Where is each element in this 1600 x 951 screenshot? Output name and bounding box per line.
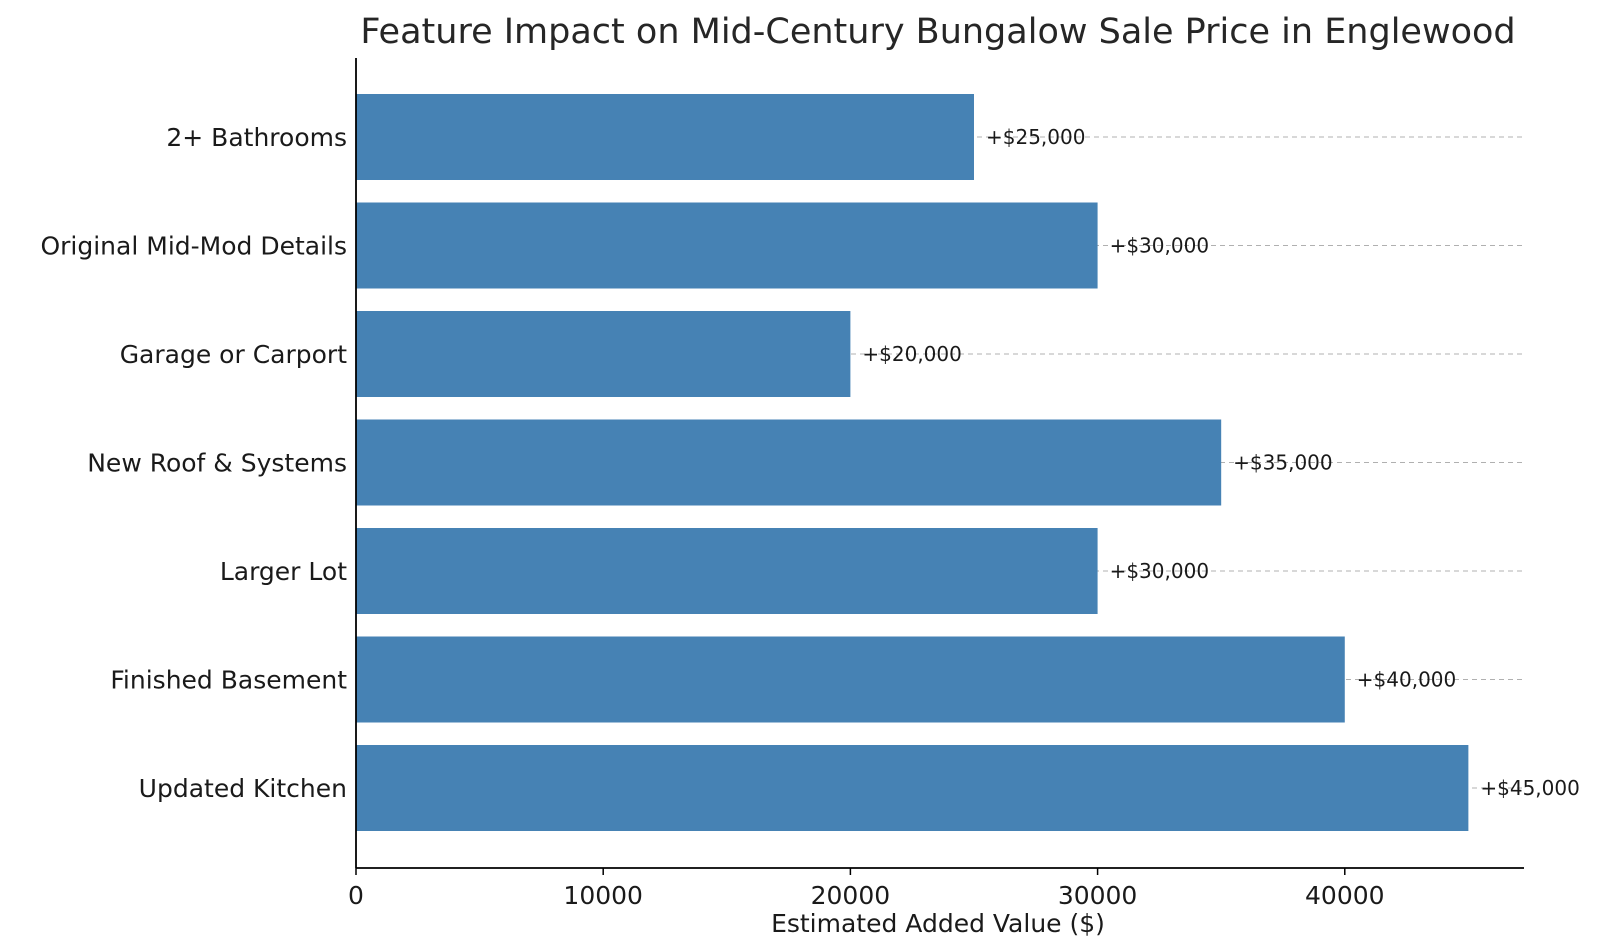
x-tick-label: 10000	[563, 881, 643, 910]
category-labels: Updated Kitchen Finished Basement Larger L…	[40, 123, 347, 803]
category-label: Finished Basement	[110, 666, 347, 695]
bars	[356, 94, 1469, 831]
x-tick-label: 0	[348, 881, 364, 910]
x-axis-label: Estimated Added Value ($)	[771, 909, 1105, 938]
category-label: 2+ Bathrooms	[166, 123, 347, 152]
category-label: Updated Kitchen	[139, 774, 347, 803]
x-tick-label: 40000	[1305, 881, 1385, 910]
chart-title: Feature Impact on Mid-Century Bungalow S…	[360, 12, 1515, 52]
category-label: Garage or Carport	[120, 340, 348, 369]
data-label: +$20,000	[862, 342, 961, 366]
data-labels: +$45,000 +$40,000 +$30,000 +$35,000 +$20,000…	[862, 125, 1579, 800]
data-label: +$30,000	[1110, 559, 1209, 583]
bar	[356, 94, 974, 180]
bar	[356, 528, 1098, 614]
data-label: +$25,000	[986, 125, 1085, 149]
bar	[356, 745, 1469, 831]
x-tick-label: 20000	[811, 881, 891, 910]
category-label: Original Mid-Mod Details	[40, 232, 347, 261]
bar	[356, 202, 1098, 289]
x-tick-label: 30000	[1058, 881, 1138, 910]
data-label: +$30,000	[1110, 234, 1209, 258]
category-label: Larger Lot	[220, 557, 347, 586]
category-label: New Roof & Systems	[87, 449, 347, 478]
data-label: +$35,000	[1233, 451, 1332, 475]
data-label: +$40,000	[1357, 668, 1456, 692]
bar	[356, 419, 1222, 506]
data-label: +$45,000	[1480, 776, 1579, 800]
bar	[356, 311, 851, 397]
x-ticks: 0 10000 20000 30000 40000	[348, 868, 1385, 910]
bar	[356, 636, 1345, 723]
